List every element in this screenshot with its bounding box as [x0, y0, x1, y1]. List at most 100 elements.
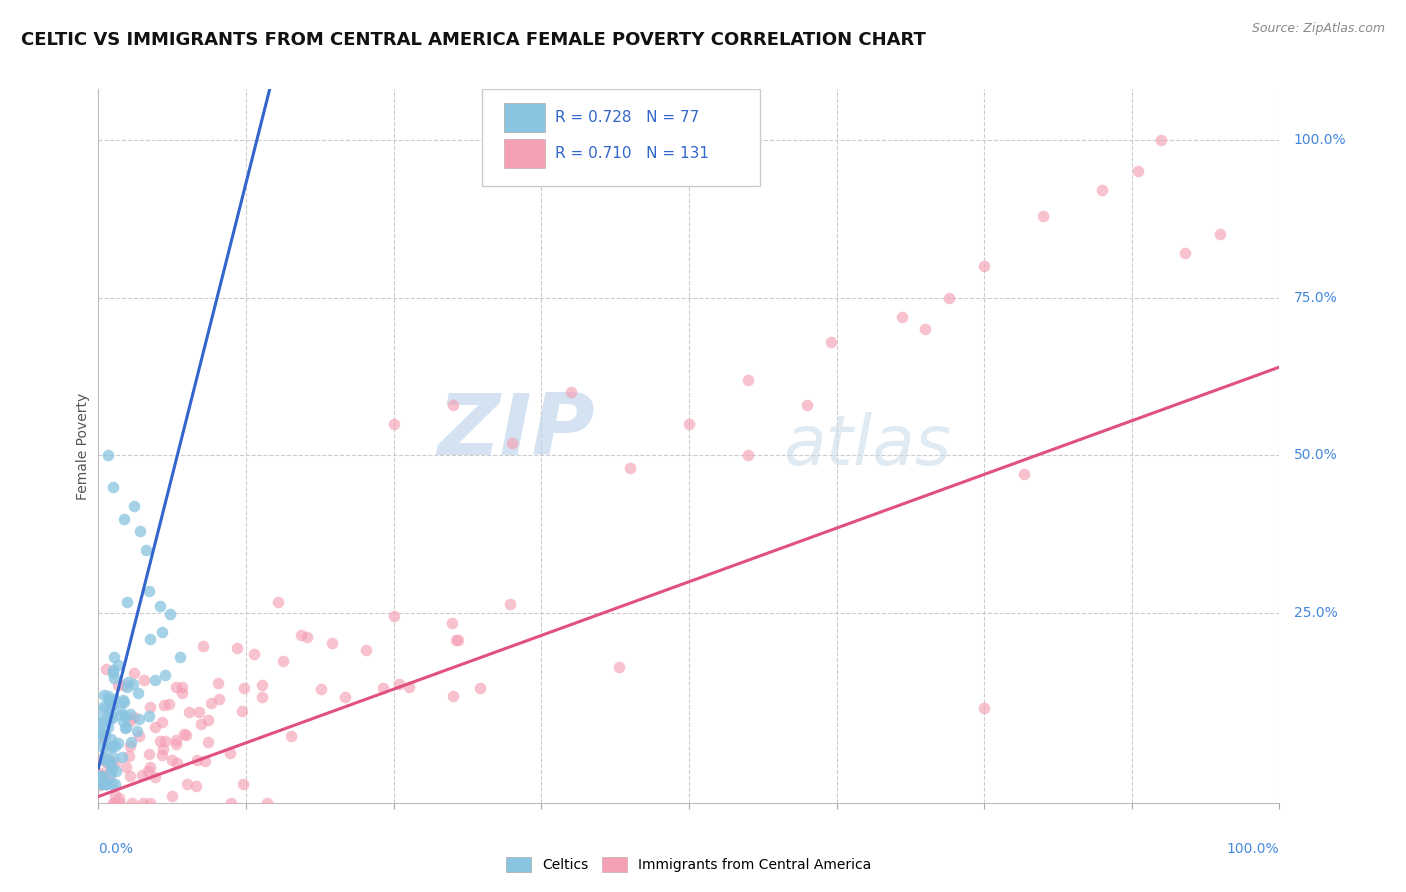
Text: 75.0%: 75.0% — [1294, 291, 1337, 304]
Point — [97, 753, 120, 767]
Point — [132, 796, 155, 810]
Point — [112, 511, 135, 525]
Point — [271, 654, 294, 668]
Point — [153, 698, 176, 713]
Point — [131, 767, 153, 781]
Point — [107, 791, 129, 805]
Point — [96, 756, 118, 770]
Point — [382, 609, 405, 624]
Point — [138, 747, 160, 761]
Point — [149, 599, 172, 613]
Point — [89, 777, 111, 791]
Point — [89, 766, 111, 780]
Point — [153, 668, 176, 682]
Point — [101, 665, 124, 680]
Point — [96, 777, 118, 791]
Point — [115, 595, 138, 609]
Point — [122, 499, 145, 513]
Point — [128, 729, 150, 743]
Point — [333, 690, 356, 704]
Point — [107, 657, 129, 672]
Point — [560, 385, 582, 400]
Point — [90, 769, 112, 783]
Point — [165, 737, 187, 751]
Point — [128, 712, 150, 726]
Point — [117, 675, 139, 690]
Point — [207, 676, 229, 690]
Point — [190, 717, 212, 731]
Point — [354, 643, 377, 657]
Point — [250, 690, 273, 704]
Point — [94, 777, 117, 791]
Point — [138, 760, 160, 774]
Point — [297, 630, 319, 644]
Point — [138, 632, 160, 646]
Point — [100, 739, 122, 753]
Point — [157, 697, 180, 711]
Point — [105, 764, 128, 778]
Point — [143, 673, 166, 687]
Point — [96, 777, 118, 791]
Point — [94, 728, 117, 742]
Point — [468, 681, 491, 696]
Point — [371, 681, 394, 696]
Point — [127, 723, 149, 738]
Point — [122, 666, 145, 681]
Point — [122, 710, 145, 724]
Point — [108, 703, 131, 717]
Point — [112, 678, 135, 692]
Point — [104, 756, 127, 771]
Text: atlas: atlas — [783, 412, 952, 480]
Point — [93, 688, 115, 702]
FancyBboxPatch shape — [482, 89, 759, 186]
Point — [165, 680, 187, 694]
Point — [619, 461, 641, 475]
Point — [170, 680, 193, 694]
Text: 100.0%: 100.0% — [1294, 133, 1347, 146]
Point — [152, 742, 174, 756]
Point — [98, 756, 121, 771]
Point — [120, 739, 142, 753]
Point — [1174, 246, 1197, 260]
Point — [174, 728, 197, 742]
Point — [150, 747, 173, 762]
Point — [114, 721, 136, 735]
Point — [103, 671, 125, 685]
Point — [678, 417, 700, 431]
Point — [101, 777, 124, 791]
Point — [150, 624, 173, 639]
Point — [498, 597, 520, 611]
Point — [242, 647, 264, 661]
Point — [160, 789, 183, 804]
Point — [89, 726, 111, 740]
Point — [98, 740, 121, 755]
Point — [91, 714, 114, 729]
Point — [101, 750, 124, 764]
Point — [973, 259, 995, 273]
Point — [107, 736, 129, 750]
Text: CELTIC VS IMMIGRANTS FROM CENTRAL AMERICA FEMALE POVERTY CORRELATION CHART: CELTIC VS IMMIGRANTS FROM CENTRAL AMERIC… — [21, 31, 927, 49]
Point — [89, 772, 111, 787]
Point — [172, 685, 194, 699]
Point — [1032, 209, 1054, 223]
Point — [120, 714, 142, 728]
Point — [152, 714, 174, 729]
Point — [231, 704, 253, 718]
Point — [97, 693, 120, 707]
Point — [132, 673, 155, 687]
Point — [100, 761, 122, 775]
Point — [1209, 227, 1232, 242]
Point — [91, 740, 114, 755]
Point — [388, 677, 411, 691]
Text: R = 0.710   N = 131: R = 0.710 N = 131 — [555, 146, 710, 161]
Legend: Celtics, Immigrants from Central America: Celtics, Immigrants from Central America — [501, 852, 877, 878]
Point — [93, 699, 115, 714]
Point — [111, 749, 134, 764]
Point — [501, 435, 523, 450]
Point — [97, 707, 120, 722]
Point — [111, 714, 134, 728]
Point — [98, 754, 121, 768]
Point — [280, 729, 302, 743]
Point — [197, 714, 219, 728]
Point — [94, 751, 117, 765]
